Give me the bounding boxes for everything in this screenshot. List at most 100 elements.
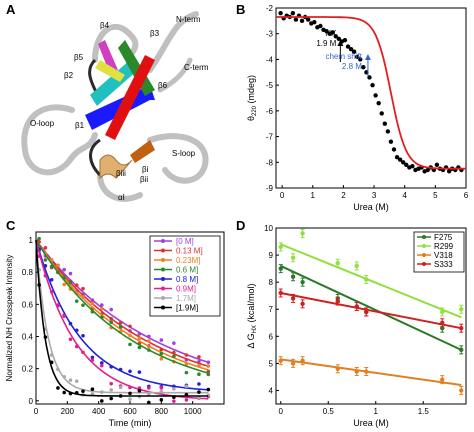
- d-data-point: [300, 301, 305, 307]
- s-loop: [147, 133, 209, 184]
- b-x-tick-label: 4: [402, 191, 407, 200]
- label-b4: β4: [100, 21, 110, 30]
- b-data-point: [391, 147, 397, 152]
- c-data-point: [109, 316, 113, 321]
- d-data-point: [290, 274, 296, 279]
- c-data-point: [81, 295, 85, 299]
- c-legend-marker: [161, 258, 165, 262]
- d-y-tick-label: 9: [269, 251, 274, 260]
- d-data-point: [354, 369, 359, 374]
- c-data-point: [90, 301, 95, 306]
- d-data-point: [300, 231, 305, 236]
- c-data-point: [147, 339, 151, 343]
- c-data-point: [128, 397, 132, 401]
- b-data-point: [348, 46, 354, 52]
- c-data-point: [159, 351, 164, 356]
- c-data-point: [90, 387, 95, 391]
- c-data-point: [62, 267, 66, 272]
- d-x-tick-label: 1.5: [418, 407, 430, 416]
- c-data-point: [109, 396, 113, 401]
- b-x-tick-label: 6: [464, 191, 469, 200]
- label-biii: βiii: [116, 169, 126, 178]
- c-data-point: [197, 355, 201, 359]
- b-x-axis-label: Urea (M): [353, 202, 389, 212]
- b-data-point: [299, 18, 305, 24]
- c-data-point: [147, 392, 151, 396]
- c-data-point: [172, 350, 176, 355]
- c-legend-marker: [161, 296, 165, 300]
- d-data-point: [459, 347, 464, 353]
- c-y-tick-label: 0.8: [22, 268, 34, 277]
- b-y-tick-label: -4: [266, 55, 274, 64]
- c-data-point: [118, 385, 123, 390]
- c-data-point: [100, 361, 104, 365]
- c-data-point: [159, 347, 164, 352]
- c-legend-label: [0 M]: [176, 237, 194, 246]
- b-annotation-text: chem shift: [325, 52, 362, 61]
- c-data-point: [68, 391, 73, 396]
- b-plot-frame: [275, 7, 467, 189]
- c-data-point: [81, 286, 85, 291]
- d-y-tick-label: 6: [269, 332, 274, 341]
- c-y-tick-label: 1: [29, 236, 34, 245]
- label-n-term: N-term: [176, 15, 201, 24]
- strand-b6: [105, 55, 155, 140]
- strand-b4: [98, 40, 118, 74]
- label-b2: β2: [64, 71, 74, 80]
- c-data-point: [159, 386, 164, 390]
- b-x-tick-label: 3: [372, 191, 377, 200]
- d-data-point: [440, 309, 445, 315]
- b-data-point: [330, 30, 335, 35]
- b-data-point: [385, 129, 391, 134]
- b-y-tick-label: -3: [266, 30, 274, 39]
- d-legend-marker: [422, 262, 426, 266]
- d-fit-line: [280, 265, 462, 351]
- b-data-point: [400, 160, 406, 165]
- b-y-axis-label-unit: (mdeg): [246, 75, 256, 106]
- b-data-point: [345, 44, 351, 49]
- b-y-axis-label-main: θ: [246, 116, 256, 121]
- d-data-point: [354, 304, 359, 309]
- b-fit-curve: [276, 16, 466, 170]
- panel-letter-d: D: [236, 218, 246, 233]
- c-data-point: [68, 378, 73, 382]
- c-data-point: [172, 341, 176, 345]
- c-data-point: [137, 370, 142, 374]
- c-data-point: [172, 387, 176, 391]
- d-y-tick-label: 7: [269, 305, 274, 314]
- c-data-point: [109, 365, 113, 369]
- c-data-point: [197, 382, 201, 386]
- c-legend-label: 1.7M]: [176, 294, 196, 303]
- c-legend-label: 0.13 M]: [176, 247, 203, 256]
- c-data-point: [128, 391, 132, 396]
- d-legend-box: [413, 231, 465, 273]
- c-series-line: [35, 239, 209, 374]
- o-loop: [21, 104, 98, 176]
- c-data-point: [90, 298, 95, 302]
- d-data-point: [278, 358, 283, 363]
- c-data-point: [118, 394, 123, 398]
- c-data-point: [100, 399, 104, 403]
- c-data-point: [56, 270, 60, 275]
- d-fit-line: [280, 292, 462, 330]
- c-data-point: [109, 320, 113, 325]
- d-legend-marker: [422, 253, 426, 257]
- d-data-point: [335, 261, 340, 266]
- c-data-point: [81, 303, 85, 307]
- b-data-point: [305, 17, 311, 22]
- c-data-point: [206, 360, 211, 365]
- c-data-point: [62, 374, 66, 379]
- d-y-axis-label: Δ GHX (kcal/mol): [246, 284, 258, 349]
- c-data-point: [68, 280, 73, 285]
- c-data-point: [100, 306, 104, 311]
- d-x-axis-label: Urea (M): [353, 418, 389, 428]
- c-data-point: [172, 395, 176, 400]
- b-data-point: [342, 37, 348, 43]
- d-data-point: [335, 298, 340, 304]
- c-x-tick-label: 400: [92, 407, 106, 416]
- protein-structure-diagram: N-term C-term β1 β2 β3 β4 β5 β6 βi βii β…: [21, 11, 209, 202]
- b-y-tick-label: -6: [266, 107, 274, 116]
- c-data-point: [197, 363, 201, 368]
- c-data-point: [90, 309, 95, 314]
- c-data-point: [100, 390, 104, 394]
